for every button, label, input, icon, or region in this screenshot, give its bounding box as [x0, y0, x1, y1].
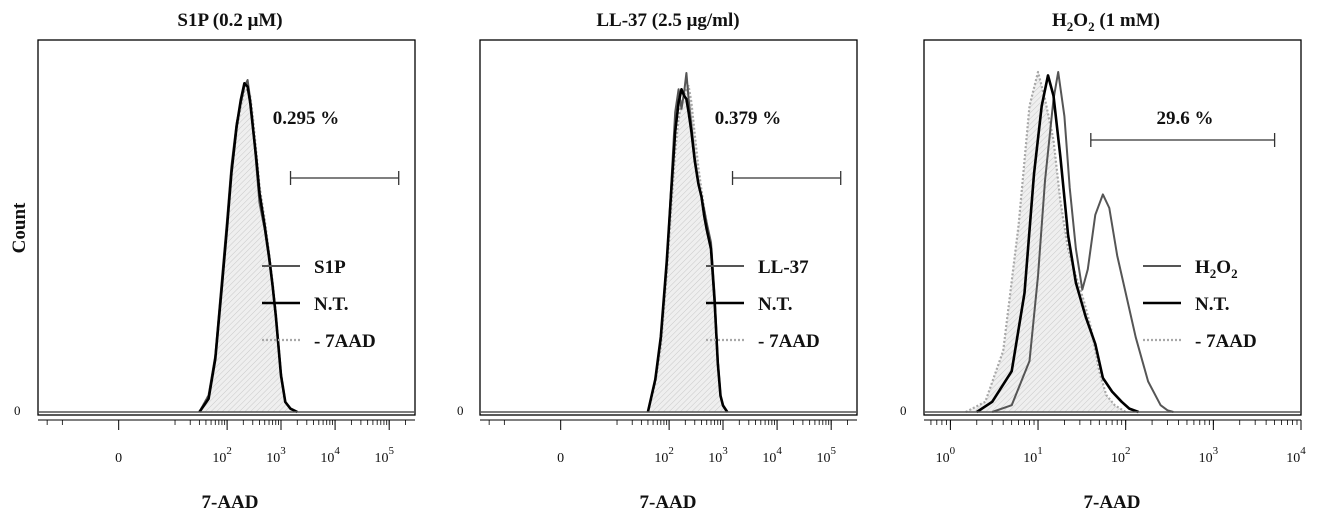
legend-label: N.T.	[314, 294, 348, 315]
gate-percent: 0.295 %	[273, 108, 340, 129]
x-tick-label: 100	[936, 445, 956, 466]
histogram-curves	[480, 72, 857, 413]
x-axis-label: 7-AAD	[640, 492, 697, 513]
panel-title: LL-37 (2.5 μg/ml)	[596, 10, 739, 31]
x-tick-label: 104	[1286, 445, 1306, 466]
shaded-area-7aad	[965, 72, 1126, 412]
legend-label: - 7AAD	[1195, 331, 1257, 352]
x-tick-label: 105	[816, 445, 836, 466]
legend-label: N.T.	[1195, 294, 1229, 315]
x-axis-label: 7-AAD	[202, 492, 259, 513]
x-tick-label: 103	[1199, 445, 1219, 466]
shaded-area-7aad	[199, 90, 298, 412]
x-tick-label: 102	[654, 445, 674, 466]
y-tick-label: 0	[457, 403, 464, 418]
x-tick-label: 103	[266, 445, 286, 466]
gate-marker	[1090, 133, 1276, 147]
series-line	[965, 70, 1127, 413]
gate-percent: 29.6 %	[1157, 108, 1214, 129]
x-tick-label: 103	[708, 445, 728, 466]
legend-label: H2O2	[1195, 257, 1238, 281]
x-axis-label: 7-AAD	[1084, 492, 1141, 513]
x-tick-label: 104	[320, 445, 340, 466]
x-tick-label: 104	[762, 445, 782, 466]
plot-frame	[37, 39, 416, 416]
legend: S1P N.T. - 7AAD	[262, 257, 376, 352]
series-line	[991, 71, 1174, 413]
panel-s1p: S1P (0.2 μM) Count 0 0 102 103 104 105 0.295…	[9, 10, 416, 513]
panel-title: H2O2 (1 mM)	[1052, 10, 1160, 34]
y-tick-label: 0	[14, 403, 21, 418]
series-line	[976, 74, 1139, 414]
legend-label: S1P	[314, 257, 346, 278]
x-tick-label: 0	[115, 451, 122, 466]
y-tick-label: 0	[900, 403, 907, 418]
panel-ll37: LL-37 (2.5 μg/ml) 0 0 102 103 104 105 0.379 …	[457, 10, 858, 513]
x-tick-label: 0	[557, 451, 564, 466]
series-line	[198, 82, 298, 414]
legend: H2O2 N.T. - 7AAD	[1143, 257, 1257, 352]
panel-h2o2: H2O2 (1 mM) 0 100 101 102 103 104 29.6 % H2O…	[900, 10, 1306, 513]
shaded-area-7aad	[647, 86, 728, 412]
x-tick-label: 102	[1111, 445, 1131, 466]
x-ticks: 0 102 103 104 105	[38, 419, 415, 466]
panel-title: S1P (0.2 μM)	[177, 10, 282, 31]
legend-label: - 7AAD	[758, 331, 820, 352]
legend-label: LL-37	[758, 257, 809, 278]
histogram-curves	[924, 70, 1301, 414]
x-tick-label: 102	[212, 445, 232, 466]
gate-percent: 0.379 %	[715, 108, 782, 129]
series-line	[646, 88, 729, 413]
x-ticks: 100 101 102 103 104	[924, 419, 1306, 466]
x-ticks: 0 102 103 104 105	[480, 419, 857, 466]
y-axis-label: Count	[9, 202, 30, 253]
plot-frame	[923, 39, 1302, 416]
legend-label: - 7AAD	[314, 331, 376, 352]
x-tick-label: 101	[1023, 445, 1043, 466]
legend-label: N.T.	[758, 294, 792, 315]
x-tick-label: 105	[374, 445, 394, 466]
gate-marker	[289, 171, 400, 185]
histogram-curves	[38, 79, 415, 414]
gate-marker	[731, 171, 842, 185]
legend: LL-37 N.T. - 7AAD	[706, 257, 820, 352]
plot-frame	[479, 39, 858, 416]
